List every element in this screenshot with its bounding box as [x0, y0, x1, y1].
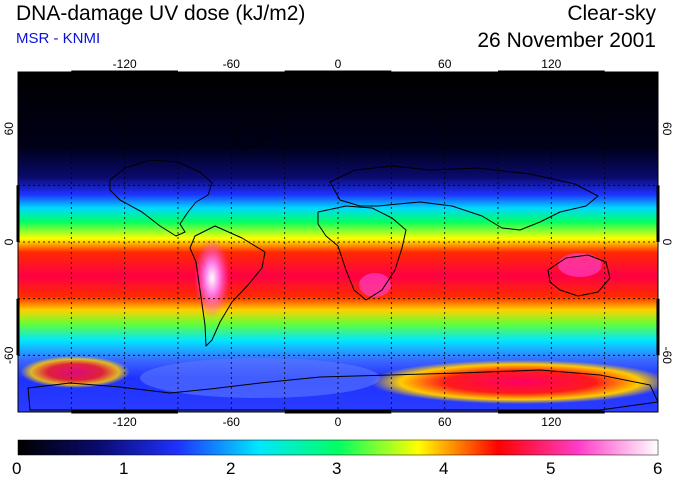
lon-tick-label: -120 — [113, 57, 137, 71]
colorbar — [17, 439, 659, 456]
lon-tick-label: -60 — [223, 415, 241, 429]
lon-tick-label: 0 — [335, 415, 342, 429]
southern-ocean-low — [140, 358, 380, 398]
lon-ticks-bottom: -120 -60 0 60 120 — [113, 415, 562, 429]
coastline-africa — [317, 205, 407, 301]
lat-tick-label: 0 — [2, 238, 16, 245]
antarctic-west-maximum — [20, 356, 130, 388]
lon-tick-label: 120 — [541, 415, 561, 429]
lon-tick-label: 0 — [335, 57, 342, 71]
colorbar-label: 5 — [546, 459, 556, 478]
lat-tick-label: -60 — [2, 346, 16, 364]
lat-ticks-right: 60 0 -60 — [660, 122, 674, 364]
antarctic-uv-maximum — [370, 360, 658, 404]
lat-tick-label: 60 — [660, 122, 674, 136]
sky-condition-label: Clear-sky — [567, 2, 656, 25]
lon-tick-label: 60 — [438, 57, 452, 71]
lon-tick-label: -60 — [223, 57, 241, 71]
coastline-eurasia — [329, 165, 599, 231]
lat-ticks-left: 60 0 -60 — [2, 122, 16, 364]
australia-hotspot — [558, 253, 602, 277]
colorbar-label: 3 — [332, 459, 342, 478]
andes-uv-hotspot — [194, 238, 230, 318]
colorbar-label: 6 — [653, 459, 663, 478]
lat-tick-label: 0 — [660, 239, 674, 246]
map-title: DNA-damage UV dose (kJ/m2) — [16, 2, 306, 25]
lon-tick-label: 60 — [438, 415, 452, 429]
date-label: 26 November 2001 — [477, 29, 656, 52]
southern-africa-hotspot — [359, 273, 391, 297]
colorbar-label: 4 — [439, 459, 449, 478]
lat-tick-label: 60 — [2, 122, 16, 136]
frame-ticks — [16, 70, 660, 414]
graticule — [18, 72, 658, 412]
coastline-greenland — [231, 119, 271, 149]
lon-tick-label: 120 — [541, 57, 561, 71]
colorbar-label: 2 — [226, 459, 236, 478]
colorbar-label: 0 — [12, 459, 22, 478]
coastline-north-america — [109, 159, 213, 237]
lon-tick-label: -120 — [113, 415, 137, 429]
coastline-australia — [547, 254, 611, 297]
coastline-antarctica — [27, 369, 658, 411]
source-label: MSR - KNMI — [16, 30, 101, 47]
colorbar-label: 1 — [119, 459, 129, 478]
coastline-south-america — [189, 225, 266, 347]
lon-ticks-top: -120 -60 0 60 120 — [113, 57, 562, 71]
coastlines — [27, 119, 658, 411]
lat-tick-label: -60 — [660, 347, 674, 365]
